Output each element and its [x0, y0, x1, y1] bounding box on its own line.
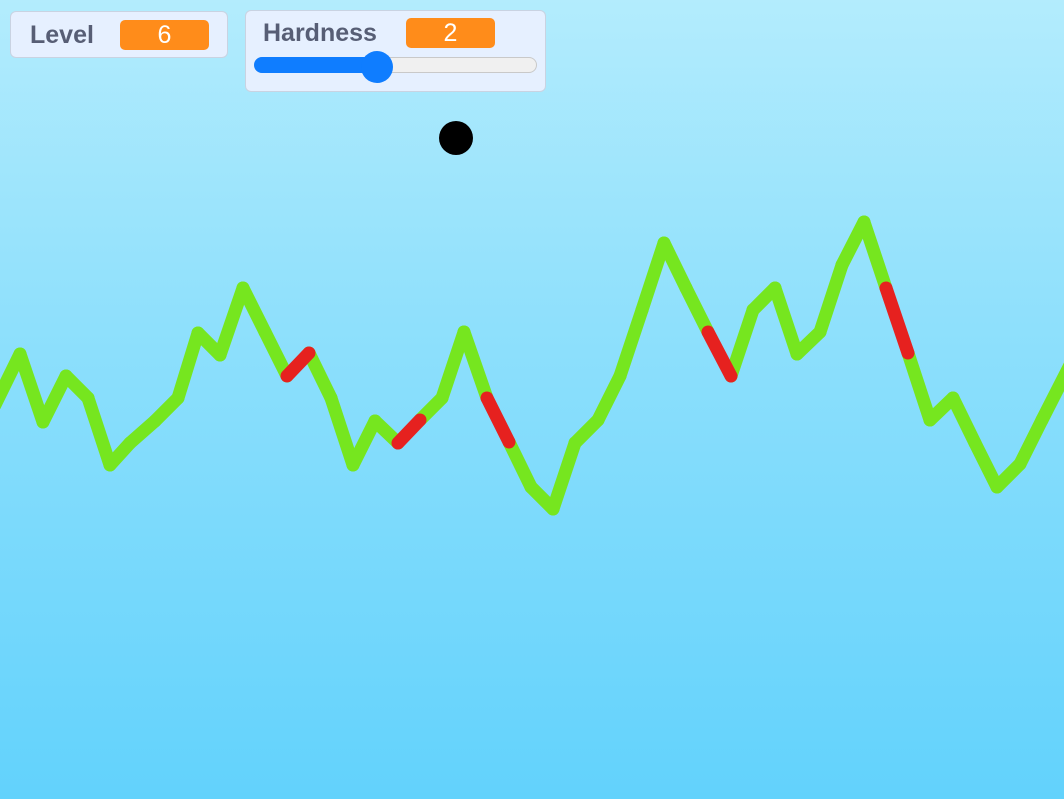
hardness-label: Hardness — [263, 19, 377, 47]
terrain-safe-segment — [768, 281, 804, 361]
terrain-safe-segment — [171, 326, 205, 405]
terrain-danger-segment — [391, 413, 427, 450]
terrain-safe-segment — [435, 325, 471, 405]
hardness-monitor: Hardness 2 — [245, 10, 546, 92]
terrain-safe-segment — [901, 346, 937, 427]
terrain-safe-segment — [1035, 362, 1064, 427]
terrain-safe-segment — [813, 258, 849, 339]
terrain-safe-segment — [324, 391, 360, 472]
terrain-safe-segment — [236, 281, 272, 339]
terrain-safe-segment — [1013, 413, 1049, 471]
terrain-danger-segment — [701, 325, 738, 383]
terrain-safe-segment — [81, 391, 117, 472]
terrain-safe-segment — [591, 369, 627, 427]
terrain-danger-segment — [480, 391, 516, 449]
terrain-safe-segment — [635, 236, 671, 317]
terrain-safe-segment — [502, 435, 538, 494]
terrain-safe-segment — [613, 303, 649, 383]
terrain-safe-segment — [546, 436, 582, 516]
hardness-slider[interactable] — [254, 57, 537, 73]
terrain-safe-segment — [13, 347, 50, 429]
terrain-safe-segment — [0, 347, 27, 410]
terrain-safe-segment — [457, 325, 494, 405]
level-value: 6 — [120, 20, 209, 50]
terrain-danger-segment — [280, 346, 316, 383]
terrain-safe-segment — [968, 436, 1004, 494]
level-monitor: Level 6 — [10, 11, 228, 58]
terrain-safe-segment — [724, 303, 760, 383]
hardness-value: 2 — [406, 18, 495, 48]
terrain-safe-segment — [213, 281, 250, 362]
terrain-danger-segment — [879, 281, 915, 360]
terrain-safe-segment — [258, 325, 294, 383]
level-label: Level — [30, 21, 94, 49]
terrain-safe-segment — [36, 369, 73, 429]
terrain-safe-segment — [346, 414, 382, 472]
hardness-slider-fill — [254, 57, 378, 73]
terrain-safe-segment — [679, 281, 715, 339]
terrain-safe-segment — [657, 236, 693, 295]
hardness-slider-thumb[interactable] — [361, 51, 394, 83]
terrain-safe-segment — [302, 346, 338, 405]
terrain-safe-segment — [946, 391, 982, 450]
terrain-safe-segment — [857, 215, 893, 295]
player-ball — [439, 121, 473, 155]
